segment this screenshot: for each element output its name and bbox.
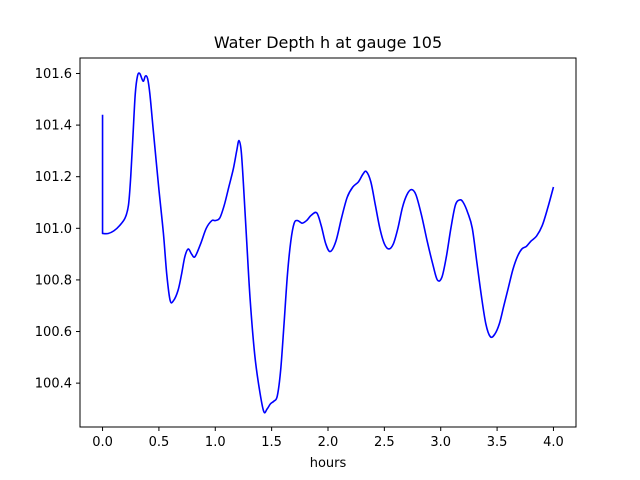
- y-tick-label: 100.8: [35, 273, 72, 288]
- chart-title: Water Depth h at gauge 105: [214, 33, 442, 52]
- x-tick-label: 0.0: [92, 435, 113, 450]
- x-axis-label: hours: [310, 456, 347, 471]
- series-line: [101, 72, 555, 414]
- x-tick-label: 2.5: [374, 435, 395, 450]
- y-axis-ticks: 100.4 100.6 100.8 101.0 101.2 101.4 101.6: [35, 67, 80, 392]
- x-tick-label: 2.0: [318, 435, 339, 450]
- y-tick-label: 100.4: [35, 377, 72, 392]
- x-tick-label: 3.0: [430, 435, 451, 450]
- x-axis-ticks: 0.0 0.5 1.0 1.5 2.0 2.5 3.0 3.5 4.0: [92, 427, 564, 450]
- y-tick-label: 101.0: [35, 222, 72, 237]
- x-tick-label: 1.0: [205, 435, 226, 450]
- y-tick-label: 101.4: [35, 119, 72, 134]
- series-layer: [101, 72, 555, 414]
- x-tick-label: 1.5: [261, 435, 282, 450]
- plot-frame: [79, 57, 577, 428]
- y-tick-label: 101.2: [35, 170, 72, 185]
- x-tick-label: 3.5: [487, 435, 508, 450]
- x-tick-label: 0.5: [149, 435, 170, 450]
- x-tick-label: 4.0: [543, 435, 564, 450]
- y-tick-label: 100.6: [35, 325, 72, 340]
- y-tick-label: 101.6: [35, 67, 72, 82]
